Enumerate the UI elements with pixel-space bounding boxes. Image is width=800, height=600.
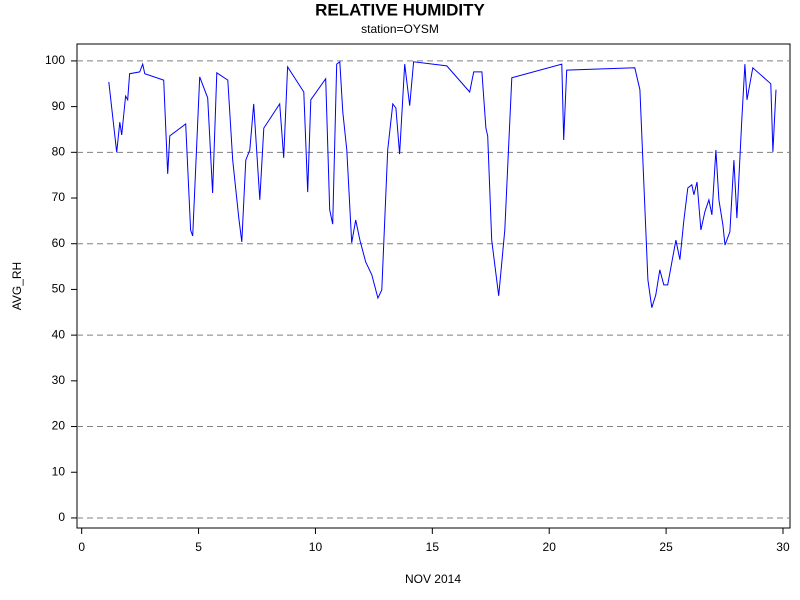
y-tick-label: 80 [52,144,66,158]
x-axis-label: NOV 2014 [405,572,461,586]
x-tick-label: 25 [659,540,673,554]
x-tick-label: 10 [309,540,323,554]
x-tick-label: 5 [195,540,202,554]
x-tick-label: 15 [426,540,440,554]
y-tick-label: 40 [52,327,66,341]
y-tick-label: 50 [52,282,66,296]
x-tick-label: 20 [543,540,557,554]
y-tick-label: 20 [52,419,66,433]
y-tick-label: 100 [45,53,65,67]
data-line [108,60,777,308]
y-tick-label: 60 [52,236,66,250]
x-tick-label: 30 [776,540,790,554]
chart-title: RELATIVE HUMIDITY [315,0,485,19]
y-tick-label: 70 [52,190,66,204]
plot-frame [76,43,791,529]
y-tick-label: 0 [58,510,65,524]
chart-subtitle: station=OYSM [361,22,439,36]
y-tick-label: 10 [52,464,66,478]
x-tick-label: 0 [78,540,85,554]
y-tick-label: 30 [52,373,66,387]
y-axis-label: AVG_RH [10,262,24,310]
y-tick-label: 90 [52,99,66,113]
